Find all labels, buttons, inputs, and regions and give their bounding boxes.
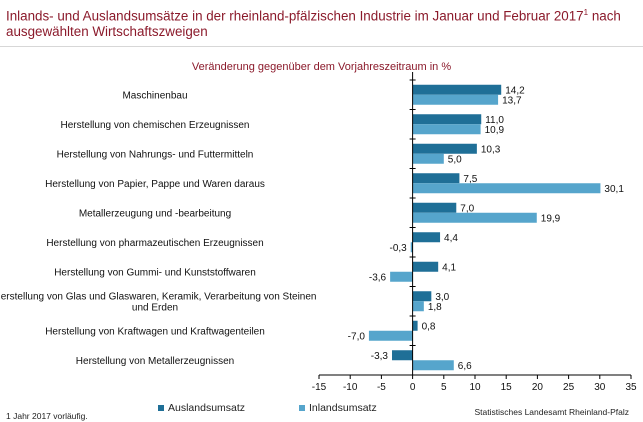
category-label: Herstellung von Kraftwagen und Kraftwage… bbox=[45, 326, 265, 337]
data-label: 4,4 bbox=[444, 233, 458, 244]
x-tick-label: 35 bbox=[625, 382, 637, 393]
bar-auslandsumsatz bbox=[392, 350, 413, 361]
bar-inlandsumsatz bbox=[412, 212, 537, 223]
category-label: Maschinenbau bbox=[122, 90, 187, 101]
bar-inlandsumsatz bbox=[412, 153, 444, 164]
bar-auslandsumsatz bbox=[412, 291, 432, 302]
bar-inlandsumsatz bbox=[412, 124, 481, 135]
bar-auslandsumsatz bbox=[412, 84, 502, 95]
x-tick-label: 10 bbox=[469, 382, 481, 393]
bar-auslandsumsatz bbox=[412, 114, 482, 125]
data-label: -3,3 bbox=[371, 351, 389, 362]
category-label: Herstellung von chemischen Erzeugnissen bbox=[61, 120, 250, 131]
legend-swatch-inland bbox=[299, 405, 305, 411]
bar-inlandsumsatz bbox=[410, 242, 413, 253]
bar-auslandsumsatz bbox=[412, 202, 457, 213]
category-label: Herstellung von Glas und Glaswaren, Kera… bbox=[0, 291, 316, 313]
bar-auslandsumsatz bbox=[412, 143, 477, 154]
data-label: -7,0 bbox=[348, 331, 366, 342]
data-label: 10,9 bbox=[485, 125, 505, 136]
data-label: 7,5 bbox=[463, 174, 477, 185]
data-label: 5,0 bbox=[448, 154, 462, 165]
category-label: Metallerzeugung und -bearbeitung bbox=[79, 208, 231, 219]
data-label: 3,0 bbox=[435, 292, 449, 303]
category-label: Herstellung von Papier, Pappe und Waren … bbox=[45, 179, 265, 190]
x-tick-label: -15 bbox=[312, 382, 327, 393]
legend-label-inland: Inlandsumsatz bbox=[309, 402, 377, 414]
data-label: 30,1 bbox=[604, 184, 624, 195]
x-tick-label: -10 bbox=[343, 382, 358, 393]
legend-item-ausland: Auslandsumsatz bbox=[158, 402, 245, 414]
bar-inlandsumsatz bbox=[412, 94, 499, 105]
data-label: 19,9 bbox=[541, 213, 561, 224]
bar-auslandsumsatz bbox=[412, 320, 418, 331]
data-label: 4,1 bbox=[442, 262, 456, 273]
data-label: -0,3 bbox=[389, 243, 407, 254]
legend-swatch-ausland bbox=[158, 405, 164, 411]
x-tick-label: 25 bbox=[563, 382, 575, 393]
title-divider bbox=[0, 46, 643, 47]
category-label: Herstellung von Metallerzeugnissen bbox=[76, 356, 234, 367]
data-label: 10,3 bbox=[481, 144, 501, 155]
bar-auslandsumsatz bbox=[412, 232, 441, 243]
x-tick-label: 5 bbox=[441, 382, 447, 393]
bar-inlandsumsatz bbox=[412, 360, 454, 371]
x-tick-label: 0 bbox=[410, 382, 416, 393]
bar-inlandsumsatz bbox=[412, 183, 601, 194]
data-label: 1,8 bbox=[428, 302, 442, 313]
footnote: 1 Jahr 2017 vorläufig. bbox=[6, 411, 88, 421]
bar-inlandsumsatz bbox=[368, 330, 413, 341]
data-label: 7,0 bbox=[460, 203, 474, 214]
source-note: Statistisches Landesamt Rheinland-Pfalz bbox=[474, 407, 630, 417]
chart-title: Inlands- und Auslandsumsätze in der rhei… bbox=[6, 8, 621, 40]
data-label: 13,7 bbox=[502, 95, 522, 106]
data-label: 14,2 bbox=[505, 85, 525, 96]
x-tick-label: 30 bbox=[594, 382, 606, 393]
bar-inlandsumsatz bbox=[390, 271, 413, 282]
x-tick-label: -5 bbox=[377, 382, 386, 393]
data-label: 6,6 bbox=[458, 361, 472, 372]
legend-item-inland: Inlandsumsatz bbox=[299, 402, 377, 414]
category-label: Herstellung von pharmazeutischen Erzeugn… bbox=[46, 238, 263, 249]
bar-auslandsumsatz bbox=[412, 261, 439, 272]
category-label: Herstellung von Nahrungs- und Futtermitt… bbox=[57, 149, 254, 160]
x-tick-label: 20 bbox=[532, 382, 544, 393]
data-label: 11,0 bbox=[485, 115, 504, 126]
category-label: Herstellung von Gummi- und Kunststoffwar… bbox=[54, 267, 256, 278]
chart-subtitle: Veränderung gegenüber dem Vorjahreszeitr… bbox=[191, 61, 452, 73]
data-label: -3,6 bbox=[369, 272, 387, 283]
x-tick-label: 15 bbox=[501, 382, 513, 393]
legend-label-ausland: Auslandsumsatz bbox=[168, 402, 246, 414]
bar-inlandsumsatz bbox=[412, 301, 424, 312]
bar-auslandsumsatz bbox=[412, 173, 460, 184]
data-label: 0,8 bbox=[422, 321, 436, 332]
